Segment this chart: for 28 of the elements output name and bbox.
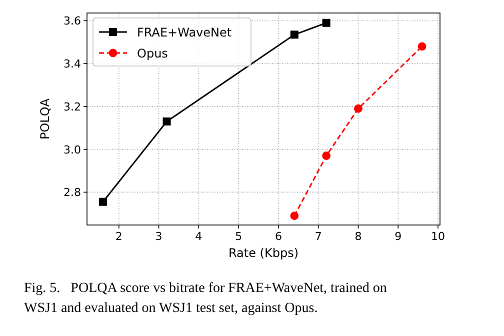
- x-tick-label: 10: [431, 230, 446, 243]
- y-tick-label: 3.4: [64, 58, 81, 71]
- y-tick-label: 3.2: [64, 100, 81, 114]
- x-tick-label: 7: [314, 230, 322, 243]
- y-axis-title: POLQA: [38, 98, 52, 140]
- y-tick-label: 3.0: [64, 143, 81, 156]
- point: [322, 152, 331, 160]
- caption: Fig. 5. POLQA score vs bitrate for FRAE+WaveNet, trained on: [24, 281, 387, 296]
- point: [98, 198, 107, 206]
- point: [290, 212, 299, 220]
- point: [418, 42, 426, 51]
- x-axis-title: Rate (Kbps): [228, 246, 299, 260]
- x-tick-label: 3: [155, 230, 162, 243]
- text: WSJ1 and evaluated on WSJ1 test set, against Opus.: [24, 301, 318, 316]
- point: [322, 18, 330, 27]
- x-tick-label: 5: [235, 230, 242, 243]
- x-tick-label: 6: [274, 230, 282, 243]
- x-tick-label: 2: [115, 230, 122, 243]
- x-tick-label: 8: [354, 230, 362, 243]
- legend-label: Opus: [137, 46, 168, 60]
- y-tick-label: 2.8: [64, 186, 81, 200]
- legend-label: FRAE+WaveNet: [137, 26, 232, 40]
- y-tick-label: 3.6: [64, 14, 81, 28]
- point: [354, 104, 362, 113]
- point: [290, 30, 298, 39]
- x-tick-label: 9: [394, 230, 402, 243]
- x-tick-label: 4: [195, 230, 202, 243]
- point: [162, 117, 171, 126]
